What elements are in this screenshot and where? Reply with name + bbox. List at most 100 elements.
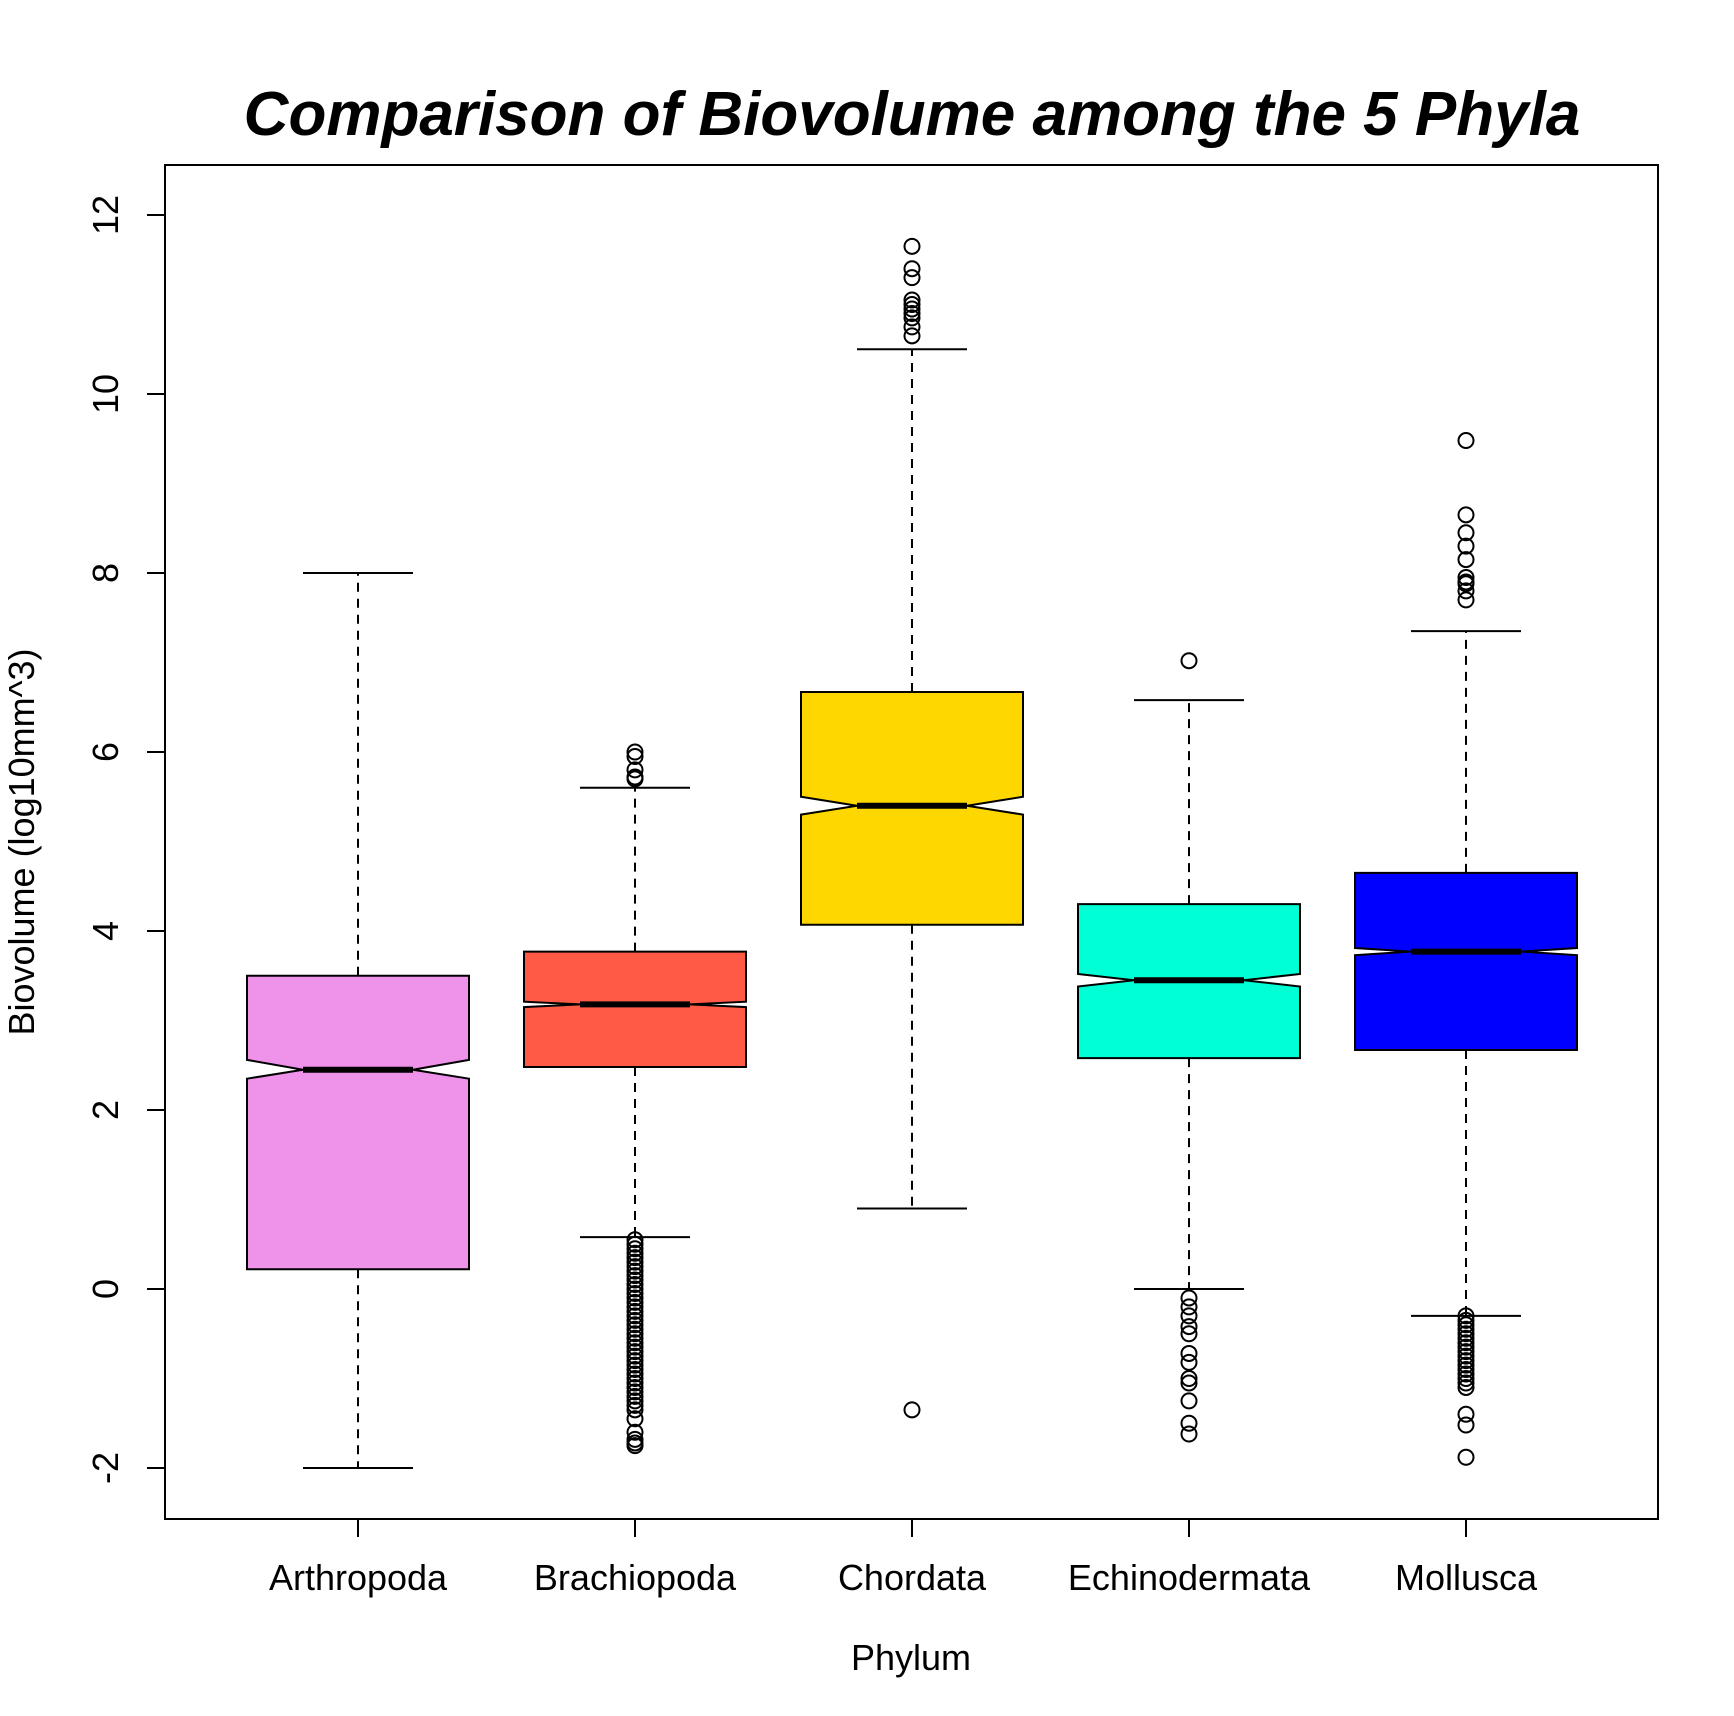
y-tick-label: 0 (85, 1279, 126, 1299)
outlier-point (1180, 1425, 1198, 1443)
outlier-point (626, 1410, 644, 1428)
outlier-point (1457, 1329, 1475, 1347)
outlier-point (903, 269, 921, 287)
outlier-point (626, 1437, 644, 1455)
outlier-point (903, 327, 921, 345)
outlier-point (1457, 1370, 1475, 1387)
outlier-point (1457, 1338, 1475, 1356)
outlier-point (1457, 1320, 1475, 1338)
outlier-point (626, 1374, 644, 1392)
box-body (246, 974, 470, 1271)
outlier-point (626, 1329, 644, 1347)
outlier-point (1457, 432, 1475, 450)
outlier-point (626, 1361, 644, 1379)
outlier-point (1180, 652, 1198, 670)
y-axis-label: Biovolume (log10mm^3) (1, 648, 42, 1035)
outlier-point (626, 1271, 644, 1289)
outlier-point (626, 1235, 644, 1253)
outlier-point (1180, 1414, 1198, 1432)
outlier-point (626, 1383, 644, 1401)
outlier-point (903, 318, 921, 336)
outlier-point (626, 1262, 644, 1280)
outlier-point (1457, 537, 1475, 555)
outlier-point (1180, 1353, 1198, 1371)
x-axis: Arthropoda Brachiopoda Chordata Echinoderma… (269, 1519, 1538, 1598)
outlier-point (1457, 1343, 1475, 1361)
outlier-point (626, 1311, 644, 1329)
outlier-point (1457, 1361, 1475, 1379)
outlier-point (626, 1293, 644, 1311)
box-mollusca (1354, 432, 1578, 1466)
outlier-point (1180, 1344, 1198, 1362)
outlier-point (1180, 1298, 1198, 1316)
outlier-point (626, 1378, 644, 1396)
x-axis-label: Phylum (851, 1637, 971, 1678)
outlier-point (903, 309, 921, 327)
outlier-point (626, 1302, 644, 1320)
outlier-point (1457, 506, 1475, 524)
outlier-point (1457, 1311, 1475, 1329)
x-tick-label: Arthropoda (269, 1557, 448, 1598)
y-tick-label: 12 (85, 195, 126, 235)
outlier-point (626, 743, 644, 761)
outlier-point (626, 1352, 644, 1370)
outlier-point (1457, 591, 1475, 609)
outlier-point (626, 1316, 644, 1334)
outlier-point (1457, 1365, 1475, 1383)
x-tick-label: Mollusca (1395, 1557, 1538, 1598)
outlier-point (626, 1343, 644, 1361)
y-tick-label: 2 (85, 1100, 126, 1120)
outlier-point (626, 1334, 644, 1352)
y-axis: -2 0 2 4 6 8 10 12 (85, 195, 165, 1484)
outlier-point (626, 1387, 644, 1405)
outlier-point (626, 770, 644, 788)
outlier-point (626, 1276, 644, 1294)
outlier-point (1457, 1378, 1475, 1396)
box-chordata (800, 237, 1024, 1419)
outlier-point (1180, 1307, 1198, 1325)
outlier-point (626, 1284, 644, 1302)
outlier-point (626, 1320, 644, 1338)
outlier-point (1457, 575, 1475, 593)
outlier-point (626, 747, 644, 765)
outlier-point (626, 1231, 644, 1249)
y-tick-label: -2 (85, 1452, 126, 1484)
outlier-point (1457, 582, 1475, 600)
y-tick-label: 4 (85, 921, 126, 941)
outlier-point (1457, 1405, 1475, 1423)
outlier-point (626, 1356, 644, 1374)
outlier-point (903, 300, 921, 318)
outlier-point (1457, 1307, 1475, 1325)
box-body (523, 950, 747, 1069)
outlier-point (626, 1307, 644, 1325)
outlier-point (626, 1244, 644, 1262)
outlier-point (1457, 1316, 1475, 1334)
outlier-point (1457, 1448, 1475, 1466)
outlier-point (1457, 551, 1475, 569)
outlier-point (626, 761, 644, 779)
outlier-point (626, 1392, 644, 1410)
y-tick-label: 6 (85, 742, 126, 762)
outlier-point (626, 1423, 644, 1441)
outlier-point (626, 1280, 644, 1298)
outlier-point (1457, 524, 1475, 542)
outlier-point (1180, 1374, 1198, 1392)
outlier-point (626, 1365, 644, 1383)
outlier-point (626, 1325, 644, 1343)
outlier-point (1457, 1356, 1475, 1374)
outlier-point (903, 296, 921, 313)
chart-title: Comparison of Biovolume among the 5 Phyl… (244, 80, 1581, 149)
outlier-point (626, 1258, 644, 1276)
box-arthropoda (246, 572, 470, 1469)
y-tick-label: 8 (85, 563, 126, 583)
outlier-point (903, 237, 921, 255)
outlier-point (1180, 1318, 1198, 1336)
box-body (1354, 871, 1578, 1052)
outlier-point (626, 1240, 644, 1258)
outlier-point (626, 1253, 644, 1271)
outlier-point (626, 1298, 644, 1316)
boxes-layer (246, 237, 1578, 1469)
outlier-point (1457, 1325, 1475, 1343)
y-tick-label: 10 (85, 374, 126, 414)
outlier-point (903, 260, 921, 278)
